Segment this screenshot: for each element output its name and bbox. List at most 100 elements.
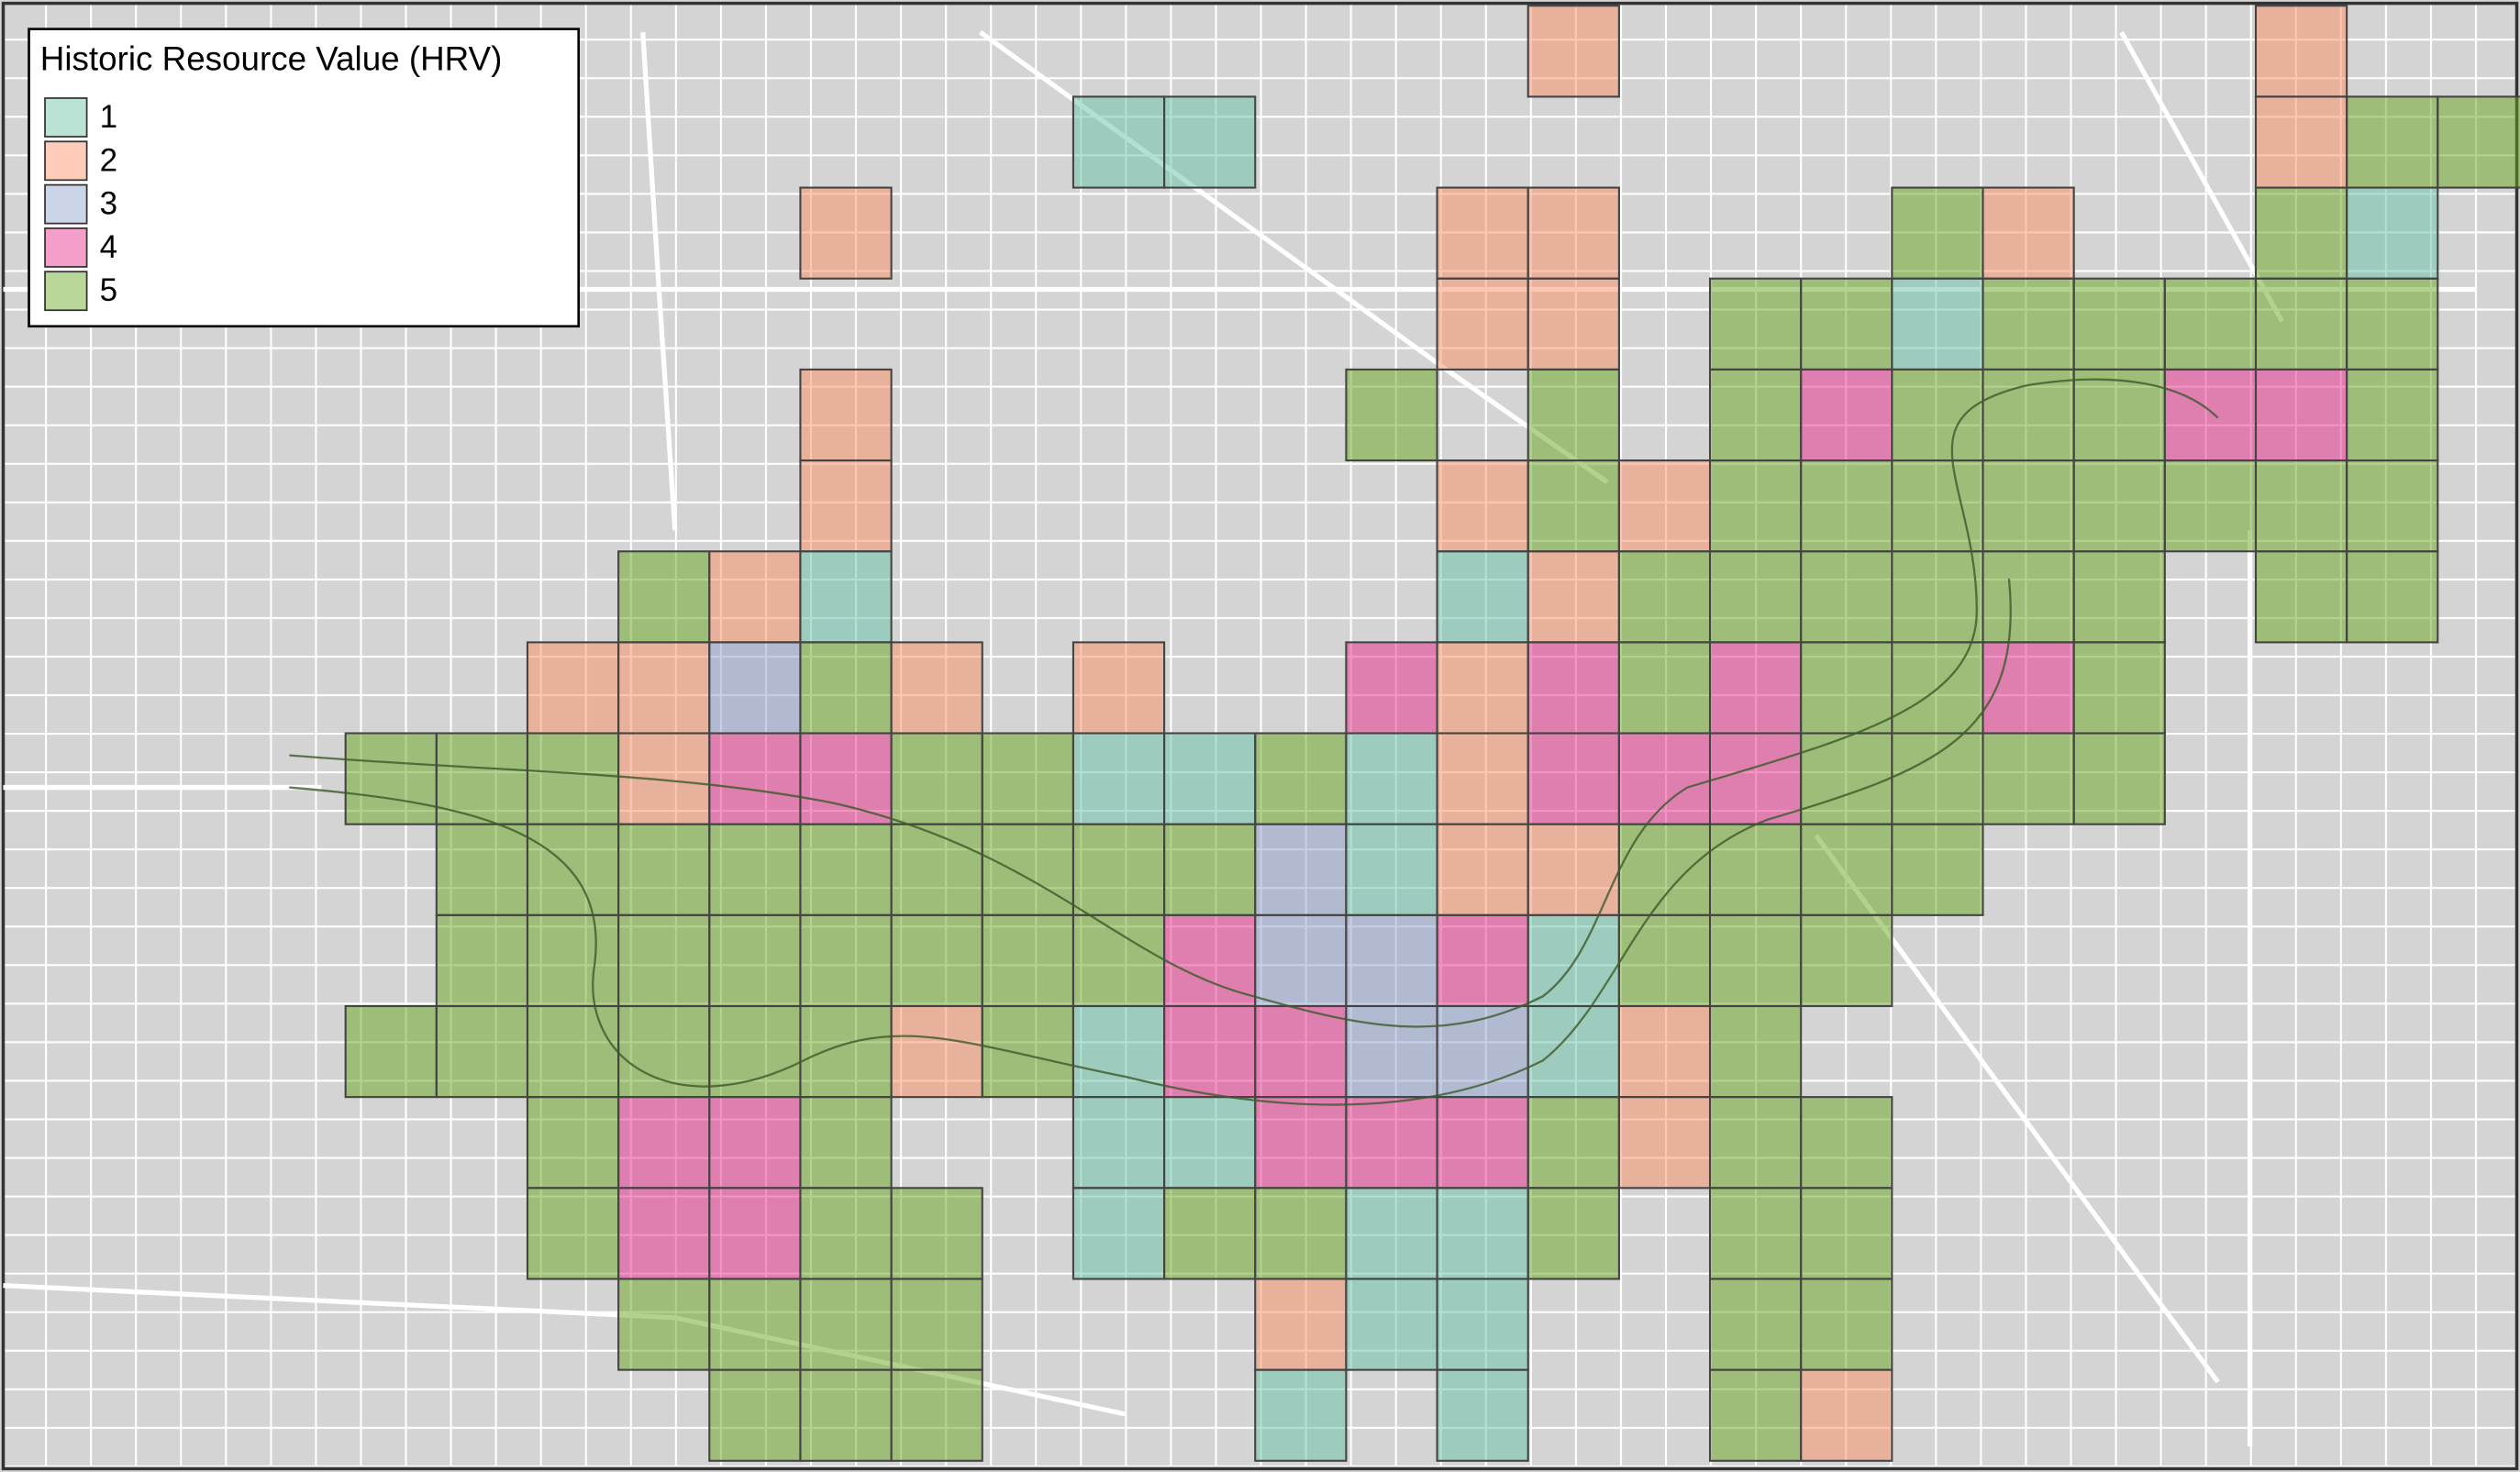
grid-cell [1071, 823, 1166, 916]
grid-cell [799, 1278, 893, 1371]
grid-cell [708, 732, 802, 825]
grid-cell [1163, 1187, 1257, 1280]
grid-cell [617, 641, 711, 735]
river [289, 378, 2219, 1106]
grid-cell [2072, 732, 2166, 825]
grid-cell [1800, 368, 1893, 462]
grid-cell [1708, 732, 1803, 825]
grid-cell [1071, 913, 1166, 1008]
grid-cell [1800, 459, 1893, 553]
grid-cell [2254, 5, 2348, 98]
legend-label: 1 [100, 99, 117, 135]
grid-cell [1800, 913, 1893, 1008]
grid-cell [1345, 732, 1438, 825]
grid-cell [1708, 1096, 1803, 1190]
grid-cell [1345, 913, 1438, 1008]
legend-label: 5 [100, 272, 117, 308]
grid-cell [1617, 823, 1712, 916]
grid-cell [981, 913, 1074, 1008]
grid-cell [1163, 732, 1257, 825]
grid-cell [526, 732, 620, 825]
grid-cell [1982, 368, 2075, 462]
grid-cell [617, 1004, 711, 1099]
grid-cell [1708, 1368, 1803, 1462]
grid-cell [1526, 1096, 1620, 1190]
grid-cell [708, 913, 802, 1008]
grid-cell [799, 913, 893, 1008]
grid-cell [2254, 459, 2348, 553]
grid-cell [344, 1004, 438, 1099]
grid-cell [617, 823, 711, 916]
grid-cell [526, 913, 620, 1008]
grid-cell [1071, 732, 1166, 825]
grid-cell [2254, 368, 2348, 462]
grid-cell [890, 1187, 983, 1280]
grid-cell [1800, 1096, 1893, 1190]
grid-cell [1163, 1096, 1257, 1190]
grid-cell [2072, 459, 2166, 553]
grid-cell [1800, 823, 1893, 916]
grid-cell [1526, 459, 1620, 553]
grid-cell [1617, 1096, 1712, 1190]
grid-cell [1708, 550, 1803, 644]
grid-cell [2254, 550, 2348, 644]
grid-cell [617, 1278, 711, 1371]
grid-cell [1708, 913, 1803, 1008]
grid-cell [526, 641, 620, 735]
grid-cell [708, 1278, 802, 1371]
grid-cell [1436, 1278, 1529, 1371]
grid-cell [617, 913, 711, 1008]
grid-cell [1982, 277, 2075, 371]
grid-cell [1891, 732, 1984, 825]
grid-cell [1436, 459, 1529, 553]
grid-cell [1254, 1278, 1348, 1371]
grid-cell [1436, 1096, 1529, 1190]
grid-cell [708, 641, 802, 735]
grid-cell [981, 1004, 1074, 1099]
grid-cell [2346, 459, 2439, 553]
grid-cell [1708, 1004, 1803, 1099]
grid-cell [708, 1368, 802, 1462]
grid-cell [708, 1187, 802, 1280]
grid-cell [1982, 550, 2075, 644]
grid-cell [1345, 1187, 1438, 1280]
grid-cell [1891, 368, 1984, 462]
grid-cell [2346, 277, 2439, 371]
legend-swatch [44, 227, 88, 268]
grid-cell [1800, 732, 1893, 825]
grid-cell [1526, 1187, 1620, 1280]
grid-cell [1254, 1368, 1348, 1462]
grid-cell [799, 823, 893, 916]
grid-cell [2346, 368, 2439, 462]
grid-cell [799, 1187, 893, 1280]
grid-cell [1254, 823, 1348, 916]
legend-swatch [44, 97, 88, 138]
grid-cell [981, 732, 1074, 825]
grid-cell [526, 823, 620, 916]
legend-swatch [44, 271, 88, 312]
grid-cell [1345, 641, 1438, 735]
grid-cell [1982, 459, 2075, 553]
grid-cell [799, 186, 893, 280]
grid-cell [1800, 1368, 1893, 1462]
grid-cell [1071, 1096, 1166, 1190]
grid-cell [890, 1368, 983, 1462]
legend-items: 1 2 3 4 5 [44, 97, 117, 312]
grid-cell [1526, 732, 1620, 825]
grid-cell [2254, 277, 2348, 371]
grid-cell [1436, 550, 1529, 644]
grid-cell [799, 1096, 893, 1190]
grid-cell [1345, 1004, 1438, 1099]
grid-cell [1800, 1278, 1893, 1371]
grid-cell [1071, 1187, 1166, 1280]
grid-cell [799, 641, 893, 735]
grid-cell [344, 732, 438, 825]
grid-cell [526, 1187, 620, 1280]
grid-cell [1436, 1368, 1529, 1462]
grid-cell [1345, 823, 1438, 916]
grid-cell [1345, 368, 1438, 462]
grid-cell [1708, 641, 1803, 735]
grid-cell [2163, 368, 2258, 462]
